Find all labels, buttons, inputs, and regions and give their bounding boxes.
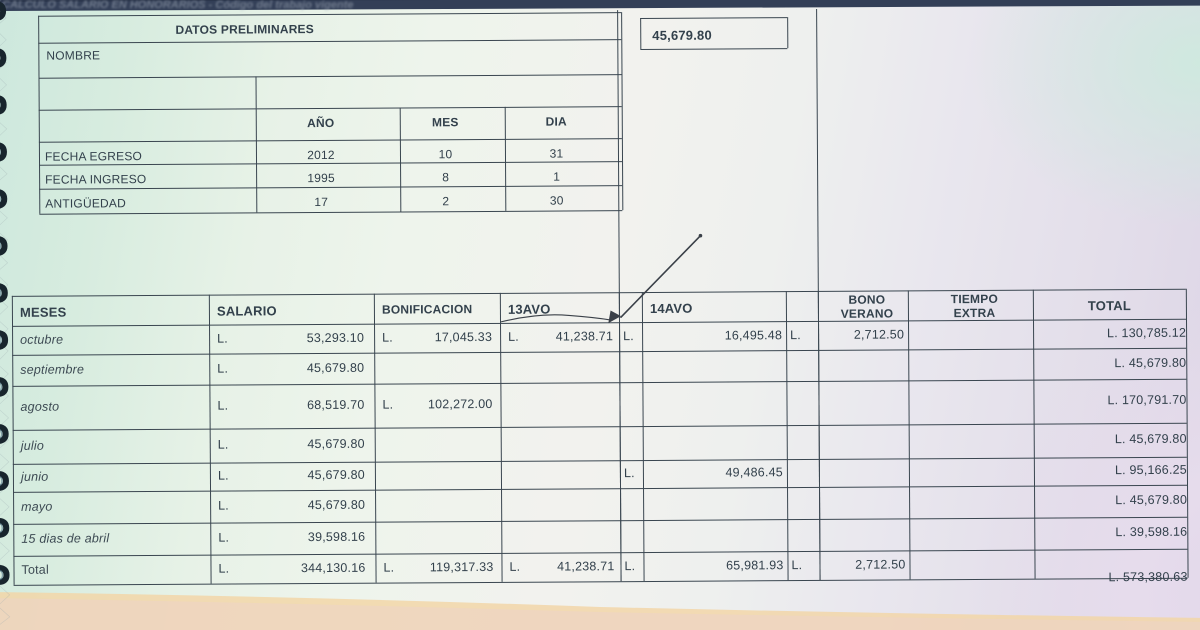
svg-text:CALCULO SALARIO EN HONORARIOS: CALCULO SALARIO EN HONORARIOS - Código d… [2,0,353,11]
